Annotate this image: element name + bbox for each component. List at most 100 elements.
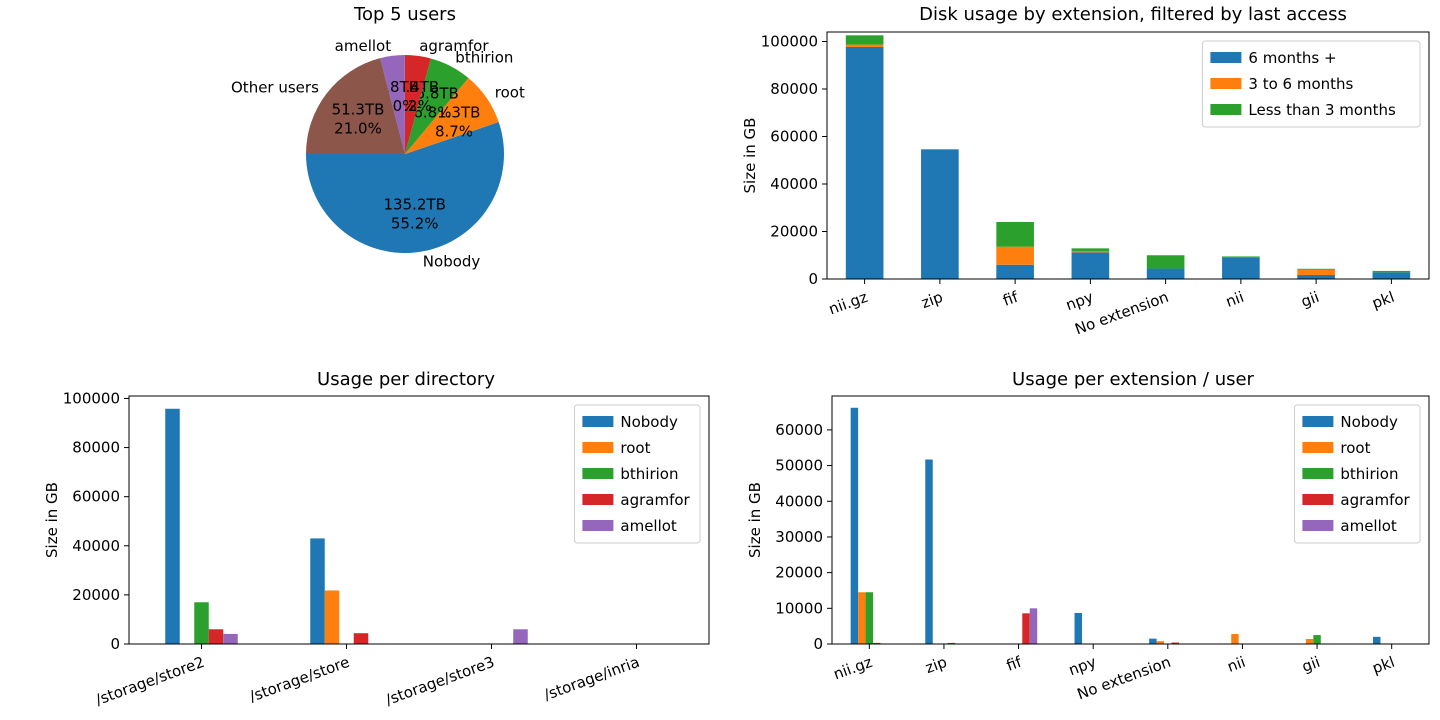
pie-slice-value: 135.2TB bbox=[383, 196, 445, 214]
bar bbox=[194, 602, 209, 644]
bar bbox=[1146, 268, 1185, 279]
legend-swatch bbox=[582, 468, 614, 479]
plot-frame bbox=[831, 395, 1430, 645]
y-tick-label: 60000 bbox=[770, 128, 818, 146]
legend-swatch bbox=[1210, 52, 1242, 63]
bar bbox=[1071, 250, 1110, 253]
bar bbox=[1313, 635, 1321, 644]
x-tick-label: /storage/store bbox=[247, 653, 352, 706]
y-tick-label: 20000 bbox=[775, 564, 823, 582]
legend-swatch bbox=[1302, 416, 1334, 427]
y-tick-label: 30000 bbox=[775, 528, 823, 546]
legend-box bbox=[573, 404, 701, 544]
legend-swatch bbox=[582, 416, 614, 427]
bar bbox=[1222, 256, 1260, 258]
y-tick-label: 60000 bbox=[72, 488, 120, 506]
directory-chart-title: Usage per directory bbox=[317, 369, 495, 390]
y-tick-label: 20000 bbox=[72, 586, 120, 604]
legend-label: amellot bbox=[1340, 517, 1397, 535]
usage-per-extension-user-panel: Usage per extension / user 0 10000 20000 30… bbox=[746, 369, 1430, 703]
bar bbox=[208, 629, 224, 644]
x-tick-label: nii bbox=[1225, 653, 1248, 676]
legend-label: Less than 3 months bbox=[1248, 101, 1396, 119]
pie-slice-percent: 21.0% bbox=[334, 120, 382, 138]
y-axis-label: Size in GB bbox=[741, 118, 759, 194]
bar bbox=[1297, 269, 1335, 275]
bar bbox=[310, 538, 325, 644]
bar bbox=[324, 590, 340, 644]
bar bbox=[1372, 272, 1411, 279]
y-tick-label: 50000 bbox=[775, 457, 823, 475]
y-tick-label: 80000 bbox=[770, 80, 818, 98]
legend-label: bthirion bbox=[1340, 465, 1398, 483]
legend-label: 6 months + bbox=[1248, 49, 1336, 67]
legend-swatch bbox=[1302, 520, 1334, 531]
x-tick-label: npy bbox=[1066, 653, 1098, 680]
bar bbox=[165, 408, 180, 644]
y-tick-label: 10000 bbox=[775, 599, 823, 617]
bar bbox=[1074, 612, 1082, 644]
bar bbox=[513, 629, 528, 644]
legend-label: Nobody bbox=[620, 413, 678, 431]
bar bbox=[1305, 639, 1314, 644]
x-tick-label: zip bbox=[923, 653, 949, 677]
pie-slice-value: 51.3TB bbox=[332, 101, 385, 119]
x-tick-label: fif bbox=[1000, 288, 1021, 310]
x-tick-label: npy bbox=[1063, 288, 1095, 315]
bar bbox=[873, 642, 881, 644]
pie-slice-label: agramfor bbox=[419, 37, 489, 55]
x-tick-label: nii.gz bbox=[831, 653, 875, 684]
y-tick-label: 0 bbox=[808, 270, 818, 288]
legend-label: Nobody bbox=[1340, 413, 1398, 431]
x-tick-label: zip bbox=[919, 288, 945, 312]
bar bbox=[1146, 255, 1185, 269]
legend-swatch bbox=[1210, 78, 1242, 89]
y-tick-label: 80000 bbox=[72, 439, 120, 457]
y-axis-label: Size in GB bbox=[746, 482, 764, 558]
bar bbox=[850, 407, 859, 644]
x-tick-label: pkl bbox=[1370, 288, 1397, 313]
bar bbox=[1071, 248, 1110, 251]
y-tick-label: 40000 bbox=[72, 537, 120, 555]
bar bbox=[996, 222, 1034, 247]
pie-slice bbox=[380, 55, 405, 154]
y-axis-label: Size in GB bbox=[43, 482, 61, 558]
legend-swatch bbox=[1302, 468, 1334, 479]
bar bbox=[223, 633, 238, 644]
legend-box bbox=[1201, 40, 1421, 128]
x-tick-label: /storage/store3 bbox=[383, 653, 497, 709]
legend-swatch bbox=[1302, 442, 1334, 453]
y-tick-label: 60000 bbox=[775, 421, 823, 439]
pie-slice-percent: 55.2% bbox=[391, 215, 439, 233]
x-tick-label: /storage/inria bbox=[541, 653, 641, 704]
bar bbox=[1029, 608, 1038, 644]
legend-label: root bbox=[620, 439, 650, 457]
y-tick-label: 0 bbox=[813, 635, 823, 653]
bar bbox=[947, 642, 956, 644]
bar bbox=[996, 246, 1034, 265]
legend-swatch bbox=[1210, 104, 1242, 115]
bar bbox=[845, 46, 884, 280]
pie-slice bbox=[404, 54, 431, 154]
legend-swatch bbox=[582, 520, 614, 531]
pie-slice-label: amellot bbox=[335, 37, 392, 55]
legend-label: agramfor bbox=[620, 491, 690, 509]
y-tick-label: 100000 bbox=[63, 389, 120, 407]
pie-slice bbox=[306, 58, 405, 154]
legend-swatch bbox=[582, 494, 614, 505]
pie-slice bbox=[306, 122, 504, 253]
pie-slice-label: root bbox=[495, 83, 525, 101]
x-tick-label: nii.gz bbox=[826, 288, 870, 319]
bar bbox=[1071, 252, 1110, 279]
bar bbox=[1156, 641, 1165, 644]
plot-frame bbox=[128, 395, 710, 645]
pie-title: Top 5 users bbox=[353, 4, 456, 25]
y-tick-label: 20000 bbox=[770, 223, 818, 241]
legend-swatch bbox=[1302, 494, 1334, 505]
bar bbox=[1231, 634, 1239, 644]
legend-swatch bbox=[582, 442, 614, 453]
plot-frame bbox=[826, 31, 1430, 280]
bar bbox=[845, 35, 884, 45]
bar bbox=[858, 592, 866, 644]
